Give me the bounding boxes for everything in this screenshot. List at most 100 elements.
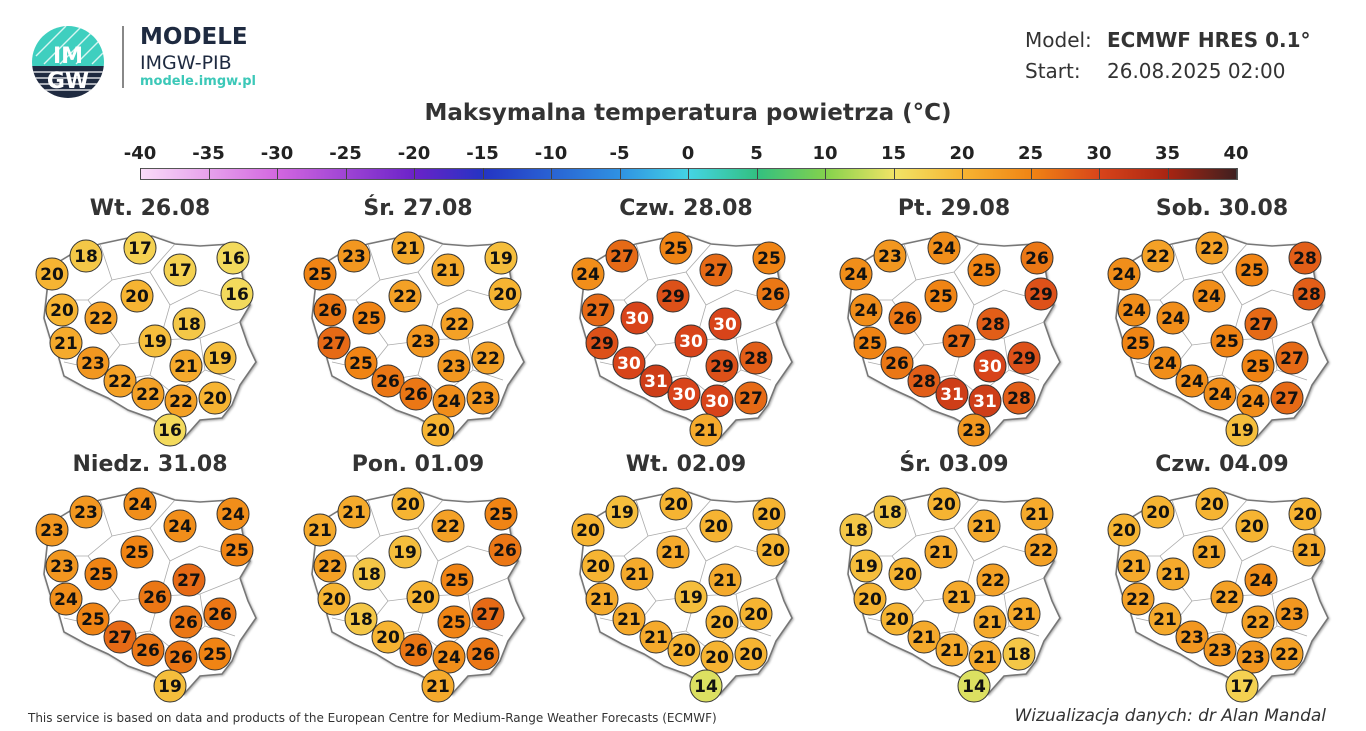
temperature-marker: 21 — [49, 326, 83, 360]
temperature-marker: 22 — [84, 301, 118, 335]
temperature-value: 26 — [404, 641, 428, 661]
temperature-value: 19 — [143, 332, 167, 352]
temperature-circle — [337, 495, 371, 529]
colorbar-label: 10 — [812, 143, 838, 164]
temperature-value: 20 — [576, 521, 600, 541]
temperature-value: 27 — [586, 301, 610, 321]
temperature-value: 29 — [661, 287, 685, 307]
temperature-value: 20 — [586, 557, 610, 577]
temperature-circle — [927, 231, 961, 265]
temperature-circle — [1192, 535, 1226, 569]
temperature-circle — [344, 346, 378, 380]
temperature-marker: 21 — [1156, 557, 1190, 591]
temperature-value: 31 — [940, 385, 964, 405]
temperature-marker: 18 — [352, 557, 386, 591]
temperature-marker: 19 — [138, 324, 172, 358]
temperature-circle — [466, 381, 500, 415]
temperature-value: 19 — [679, 588, 703, 608]
temperature-value: 27 — [947, 332, 971, 352]
temperature-circle — [216, 241, 250, 275]
data-credit: This service is based on data and produc… — [28, 711, 717, 725]
temperature-value: 19 — [208, 349, 232, 369]
temperature-circle — [968, 384, 1002, 418]
temperature-marker: 22 — [1210, 580, 1244, 614]
temperature-circle — [935, 633, 969, 667]
temperature-value: 24 — [844, 265, 868, 285]
temperature-value: 19 — [489, 249, 513, 269]
temperature-circle — [421, 669, 455, 703]
temperature-circle — [431, 253, 465, 287]
temperature-circle — [120, 535, 154, 569]
temperature-marker: 21 — [303, 513, 337, 547]
temperature-marker: 21 — [431, 253, 465, 287]
temperature-value: 21 — [644, 628, 668, 648]
temperature-circle — [585, 326, 619, 360]
temperature-circle — [739, 597, 773, 631]
temperature-value: 19 — [854, 557, 878, 577]
temperature-marker: 20 — [198, 381, 232, 415]
temperature-circle — [907, 620, 941, 654]
temperature-circle — [708, 563, 742, 597]
temperature-circle — [907, 364, 941, 398]
brand-url[interactable]: modele.imgw.pl — [140, 74, 256, 89]
temperature-marker: 26 — [131, 633, 165, 667]
temperature-circle — [313, 293, 347, 327]
temperature-circle — [700, 640, 734, 674]
temperature-value: 22 — [436, 517, 460, 537]
temperature-marker: 22 — [1141, 239, 1175, 273]
temperature-marker: 24 — [432, 384, 466, 418]
temperature-value: 28 — [912, 372, 936, 392]
temperature-circle — [432, 384, 466, 418]
temperature-marker: 19 — [484, 241, 518, 275]
temperature-circle — [123, 231, 157, 265]
temperature-circle — [1024, 277, 1058, 311]
temperature-marker: 19 — [388, 535, 422, 569]
temperature-value: 25 — [225, 541, 249, 561]
temperature-value: 20 — [893, 565, 917, 585]
temperature-marker: 19 — [849, 549, 883, 583]
temperature-value: 27 — [476, 605, 500, 625]
temperature-circle — [153, 413, 187, 447]
temperature-circle — [123, 487, 157, 521]
temperature-circle — [1007, 341, 1041, 375]
temperature-value: 29 — [710, 357, 734, 377]
temperature-circle — [1270, 381, 1304, 415]
temperature-circle — [752, 497, 786, 531]
temperature-circle — [138, 324, 172, 358]
temperature-marker: 25 — [1241, 349, 1275, 383]
temperature-circle — [639, 620, 673, 654]
temperature-value: 24 — [1208, 385, 1232, 405]
temperature-marker: 14 — [957, 669, 991, 703]
temperature-marker: 28 — [739, 341, 773, 375]
temperature-marker: 17 — [1225, 669, 1259, 703]
temperature-circle — [198, 381, 232, 415]
temperature-value: 25 — [308, 265, 332, 285]
temperature-marker: 20 — [705, 605, 739, 639]
temperature-marker: 22 — [1121, 582, 1155, 616]
temperature-circle — [84, 557, 118, 591]
temperature-value: 22 — [1146, 247, 1170, 267]
temperature-value: 23 — [1208, 641, 1232, 661]
temperature-marker: 23 — [76, 346, 110, 380]
temperature-value: 30 — [617, 354, 641, 374]
temperature-marker: 25 — [659, 231, 693, 265]
temperature-value: 21 — [590, 590, 614, 610]
temperature-circle — [973, 605, 1007, 639]
temperature-circle — [1195, 231, 1229, 265]
temperature-marker: 16 — [153, 413, 187, 447]
temperature-value: 14 — [694, 677, 718, 697]
temperature-value: 17 — [1230, 677, 1254, 697]
temperature-circle — [76, 602, 110, 636]
temperature-circle — [371, 620, 405, 654]
temperature-circle — [957, 413, 991, 447]
temperature-marker: 31 — [639, 364, 673, 398]
temperature-circle — [391, 487, 425, 521]
temperature-value: 21 — [929, 543, 953, 563]
temperature-marker: 19 — [605, 495, 639, 529]
temperature-circle — [1148, 346, 1182, 380]
temperature-marker: 27 — [605, 239, 639, 273]
temperature-circle — [471, 597, 505, 631]
temperature-marker: 30 — [708, 307, 742, 341]
temperature-value: 21 — [972, 517, 996, 537]
temperature-marker: 22 — [313, 549, 347, 583]
